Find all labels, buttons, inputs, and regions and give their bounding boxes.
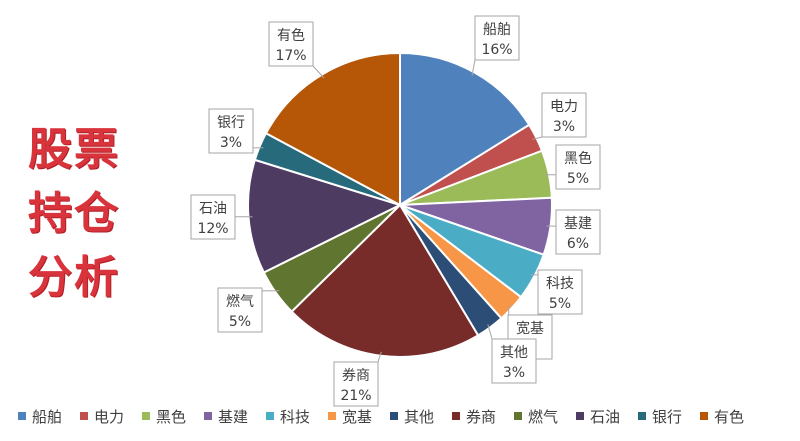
slice-value-12: 17% [275,48,306,64]
slice-value-8: 21% [340,388,371,404]
legend-label-2: 电力 [94,408,124,426]
legend-label-1: 船舶 [32,408,62,426]
callout-box-5 [537,269,583,315]
callout-box-9 [217,287,263,333]
slice-label-5: 科技 [546,276,574,292]
callout-line-1 [471,59,476,76]
callout-box-3 [555,144,601,190]
legend-label-7: 其他 [404,408,434,426]
slice-value-10: 12% [197,221,228,237]
legend-swatch-9 [514,412,522,420]
legend-swatch-8 [452,412,460,420]
side-title: 股票 持仓 分析 [28,118,138,310]
callout-box-7 [491,338,537,384]
pie-slice-12 [264,51,401,207]
slice-value-7: 3% [503,365,525,381]
pie-slice-1 [399,51,531,207]
legend-label-6: 宽基 [342,408,372,426]
legend-label-8: 券商 [466,408,496,426]
callout-box-1 [474,15,520,61]
legend-label-4: 基建 [218,408,248,426]
slice-value-1: 16% [481,42,512,58]
legend: 船舶 电力 黑色 基建 科技 宽基 其他 券商 燃气 石油 银行 有色 [18,408,744,426]
legend-label-10: 石油 [590,408,620,426]
legend-swatch-3 [142,412,150,420]
callout-box-10 [190,194,236,240]
callout-box-12 [268,21,314,67]
legend-label-12: 有色 [714,408,744,426]
pie-slice-8 [290,203,480,358]
slice-value-5: 5% [549,296,571,312]
callout-line-2 [532,136,543,140]
legend-swatch-1 [18,412,26,420]
slice-value-2: 3% [553,119,575,135]
callout-box-4 [555,209,601,255]
legend-label-3: 黑色 [156,408,186,426]
slice-label-8: 券商 [342,368,370,384]
legend-label-11: 银行 [652,408,682,426]
slice-label-3: 黑色 [564,150,592,167]
pie-callouts: 船舶16%电力3%黑色5%基建6%科技5%宽基%其他3%券商21%燃气5%石油1… [190,15,601,407]
slice-label-7: 其他 [500,345,528,361]
legend-swatch-11 [638,412,646,420]
legend-swatch-7 [390,412,398,420]
slice-label-11: 银行 [217,115,245,131]
callout-box-8 [333,361,379,407]
legend-swatch-5 [266,412,274,420]
legend-swatch-12 [700,412,708,420]
side-title-line-2: 持仓 [28,188,120,239]
legend-swatch-10 [576,412,584,420]
slice-label-9: 燃气 [226,293,254,310]
slice-value-11: 3% [220,135,242,151]
pie-slices [247,51,553,358]
legend-swatch-2 [80,412,88,420]
callout-box-11 [208,108,254,154]
slice-label-10: 石油 [199,201,227,217]
slice-label-6: 宽基 [516,320,544,337]
legend-swatch-6 [328,412,336,420]
legend-label-5: 科技 [280,408,310,426]
legend-label-9: 燃气 [528,408,558,426]
slice-value-4: 6% [567,236,589,252]
slice-label-12: 有色 [277,27,305,44]
side-title-line-3: 分析 [28,252,120,303]
slice-label-4: 基建 [564,215,592,232]
slice-label-2: 电力 [550,99,578,115]
side-title-line-1: 股票 [28,124,120,175]
callout-line-8 [377,351,382,363]
callout-box-2 [541,92,587,138]
slice-value-9: 5% [229,314,251,330]
callout-line-7 [487,324,493,340]
callout-line-12 [312,65,325,79]
slice-value-3: 5% [567,171,589,187]
slice-label-1: 船舶 [483,22,511,38]
legend-swatch-4 [204,412,212,420]
